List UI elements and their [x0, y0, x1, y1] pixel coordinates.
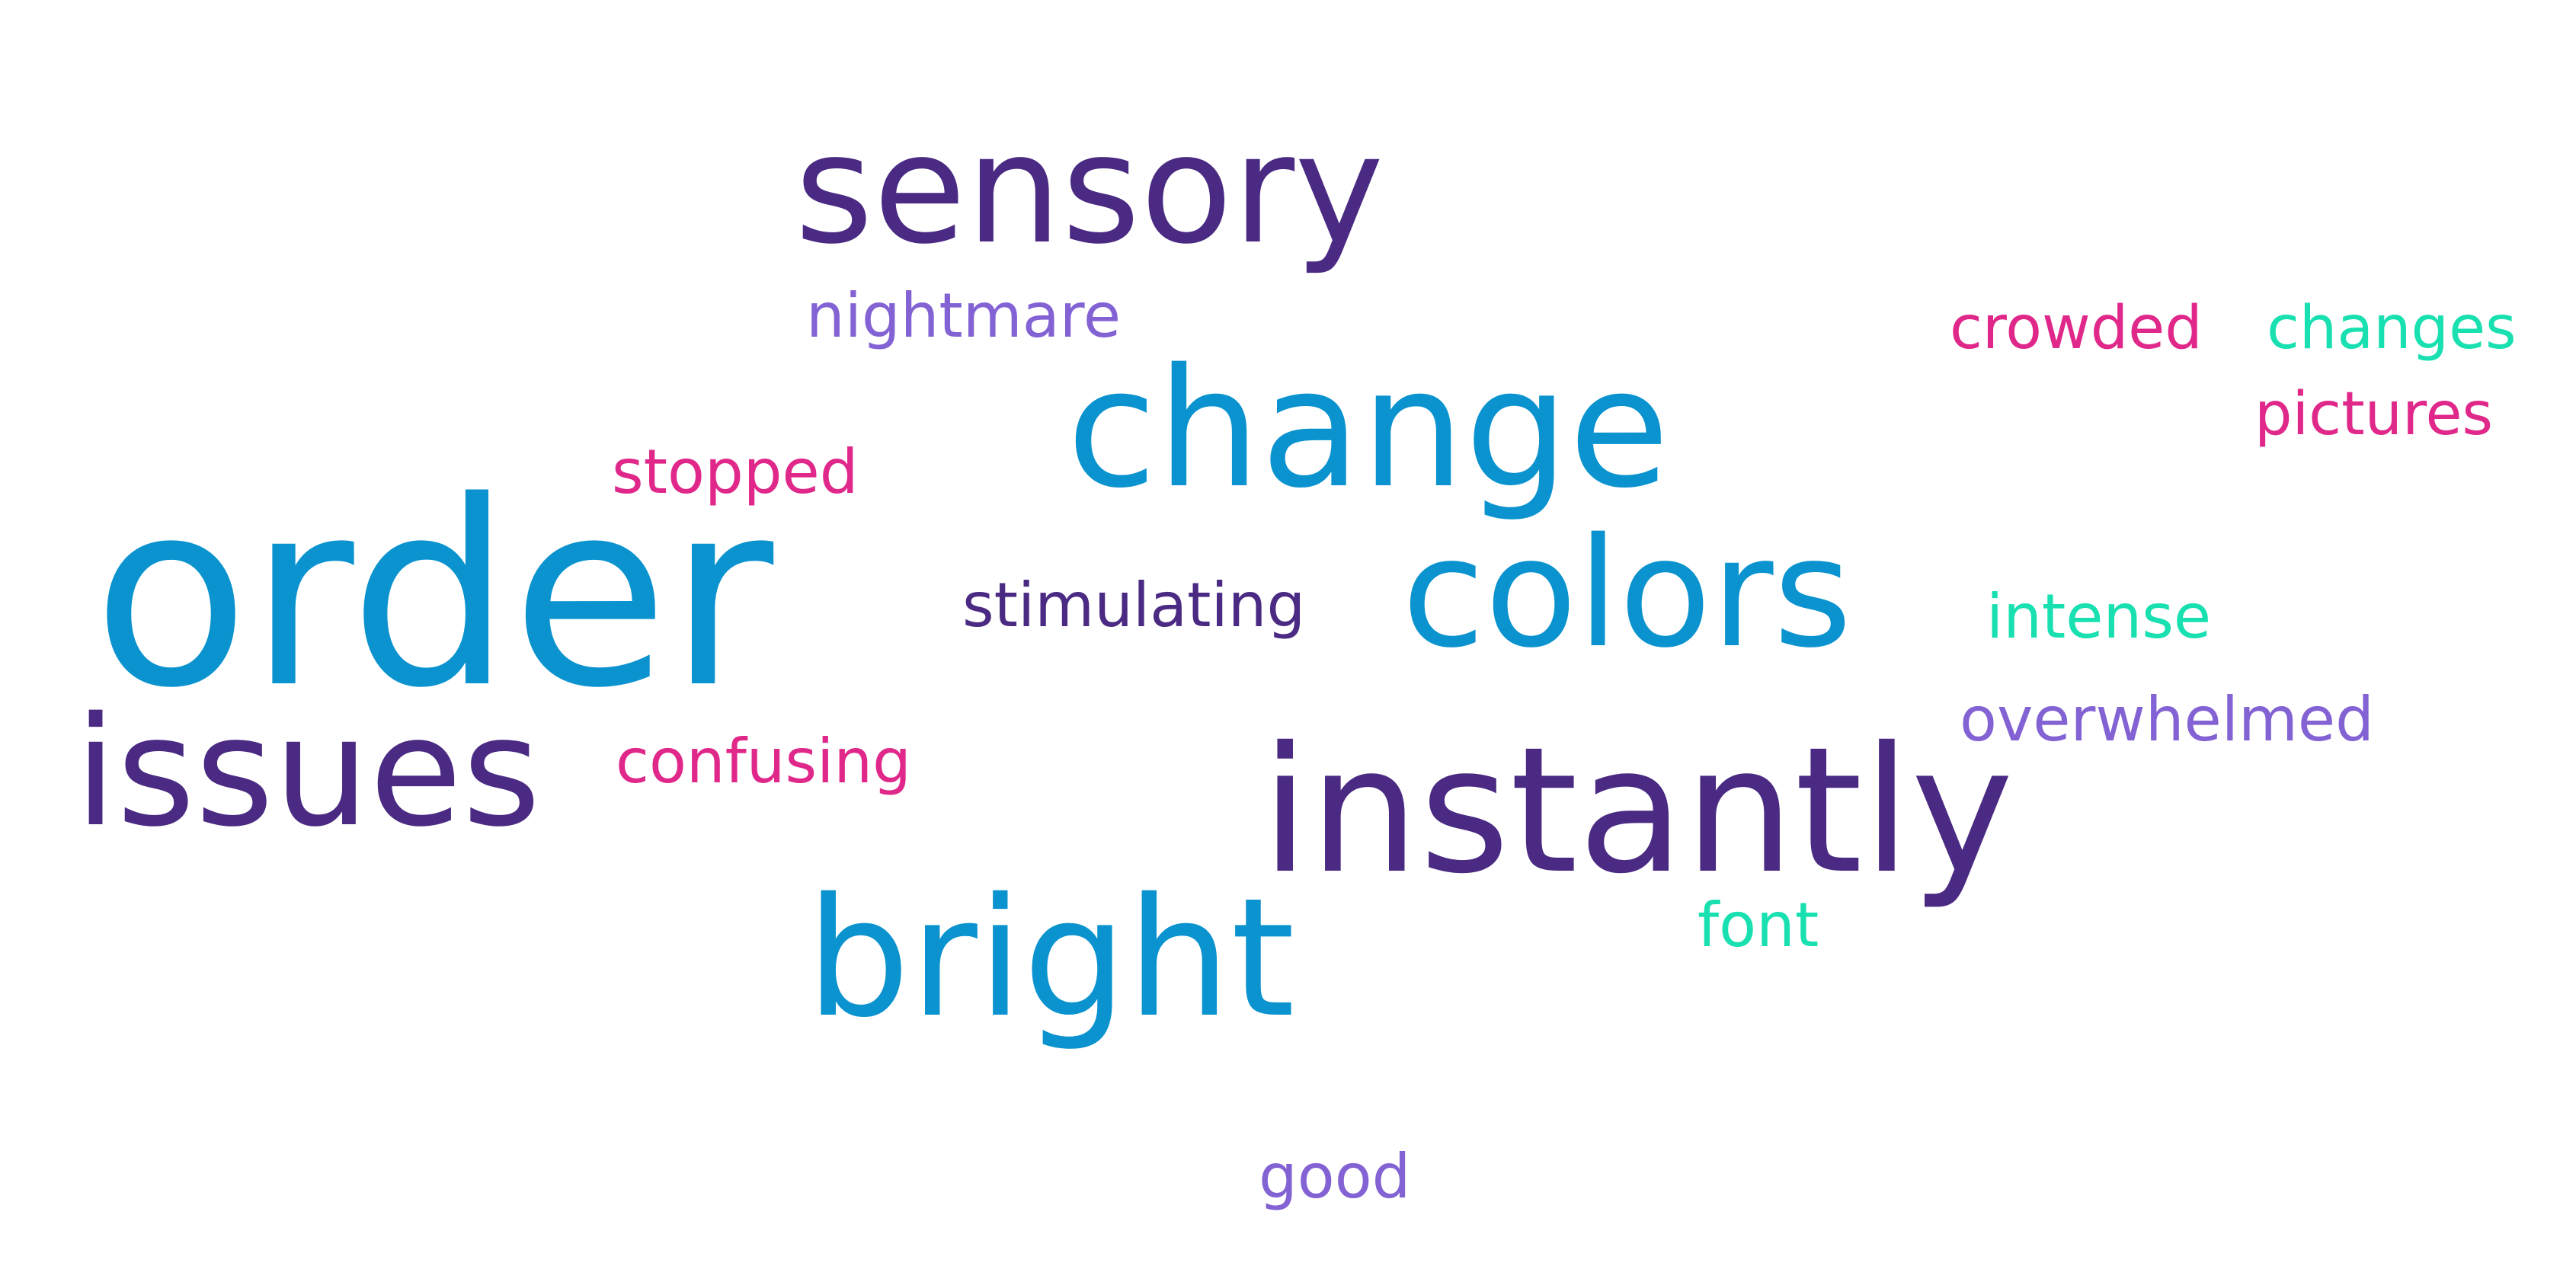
word-instantly: instantly — [1261, 709, 2014, 912]
word-order: order — [93, 447, 774, 744]
word-colors: colors — [1402, 505, 1852, 681]
word-sensory: sensory — [795, 101, 1384, 277]
word-change: change — [1067, 333, 1670, 524]
word-changes: changes — [2267, 294, 2517, 363]
word-pictures: pictures — [2254, 380, 2494, 449]
word-nightmare: nightmare — [806, 280, 1122, 351]
word-overwhelmed: overwhelmed — [1960, 684, 2374, 755]
word-issues: issues — [75, 684, 541, 860]
word-bright: bright — [806, 862, 1295, 1054]
word-stimulating: stimulating — [962, 570, 1306, 641]
word-good: good — [1259, 1141, 1411, 1212]
word-font: font — [1698, 890, 1819, 961]
word-crowded: crowded — [1950, 294, 2203, 363]
word-stopped: stopped — [612, 436, 859, 507]
word-intense: intense — [1986, 581, 2212, 652]
word-confusing: confusing — [616, 726, 911, 797]
